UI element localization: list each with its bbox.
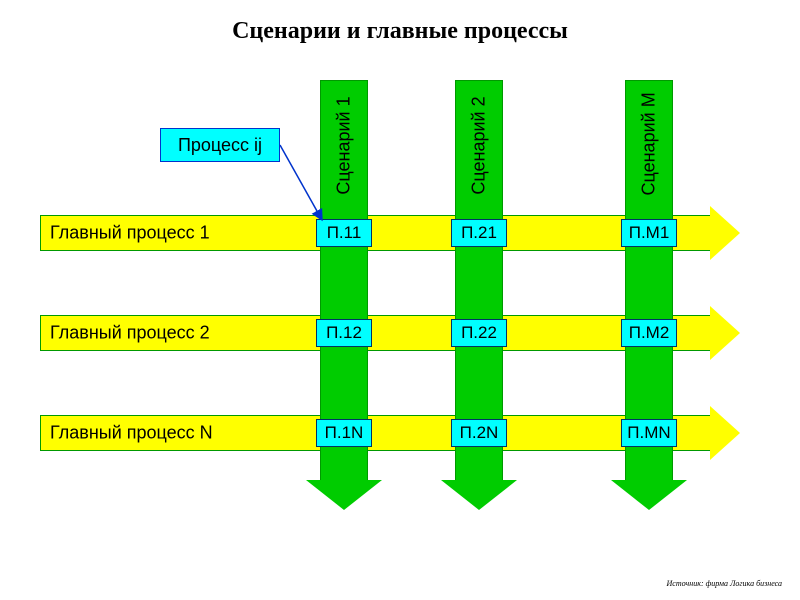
scenario-label: Сценарий M <box>639 96 660 196</box>
scenario-label: Сценарий 1 <box>334 96 355 196</box>
callout-pointer <box>270 135 332 230</box>
main-process-label: Главный процесс N <box>50 423 213 444</box>
matrix-cell: П.12 <box>316 319 372 347</box>
matrix-cell: П.2N <box>451 419 507 447</box>
matrix-cell: П.22 <box>451 319 507 347</box>
matrix-cell: П.M1 <box>621 219 677 247</box>
matrix-cell: П.21 <box>451 219 507 247</box>
matrix-cell: П.M2 <box>621 319 677 347</box>
main-process-label: Главный процесс 2 <box>50 323 210 344</box>
page-title: Сценарии и главные процессы <box>0 18 800 45</box>
scenario-label: Сценарий 2 <box>469 96 490 196</box>
matrix-cell: П.MN <box>621 419 677 447</box>
main-process-label: Главный процесс 1 <box>50 223 210 244</box>
callout-label: Процесс ij <box>178 135 262 156</box>
callout-process-ij: Процесс ij <box>160 128 280 162</box>
source-text: Источник: фирма Логика бизнеса <box>667 579 782 588</box>
matrix-cell: П.1N <box>316 419 372 447</box>
